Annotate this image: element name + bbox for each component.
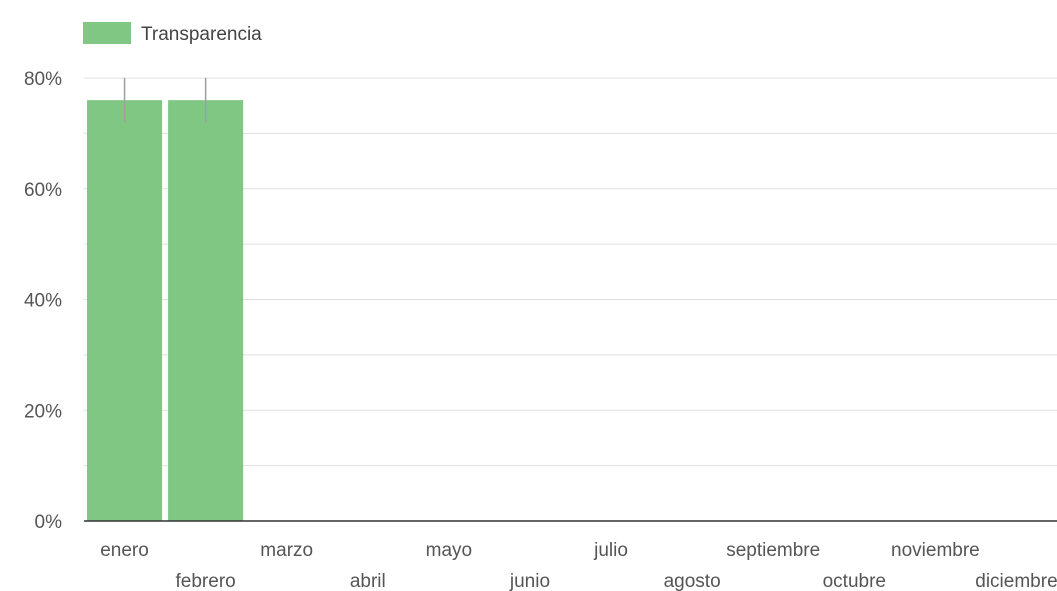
x-tick-label: septiembre (726, 540, 820, 561)
x-tick-label: enero (100, 540, 149, 561)
y-tick-label: 60% (24, 180, 62, 201)
y-tick-label: 0% (35, 512, 63, 533)
legend-label: Transparencia (141, 24, 262, 45)
x-tick-label: mayo (426, 540, 472, 561)
x-tick-label: junio (509, 571, 550, 591)
x-axis-tick-labels: enero febrero marzo abril mayo junio julio agos… (100, 540, 1057, 591)
x-tick-label: octubre (823, 571, 886, 591)
x-tick-label: agosto (664, 571, 721, 591)
y-tick-label: 40% (24, 291, 62, 312)
gridlines (84, 77, 1057, 467)
y-tick-label: 80% (24, 69, 62, 90)
bar (168, 100, 244, 522)
x-tick-label: marzo (260, 540, 313, 561)
legend[interactable]: Transparencia (83, 22, 262, 45)
x-tick-label: diciembre (975, 571, 1057, 591)
x-tick-label: febrero (176, 571, 236, 591)
x-tick-label: noviembre (891, 540, 980, 561)
x-tick-label: julio (593, 540, 628, 561)
x-tick-label: abril (350, 571, 386, 591)
bar (87, 100, 163, 522)
y-axis-tick-labels: 0% 20% 40% 60% 80% (24, 69, 62, 533)
legend-swatch (83, 22, 131, 44)
error-bars (123, 78, 207, 123)
bars (87, 100, 244, 522)
y-tick-label: 20% (24, 401, 62, 422)
